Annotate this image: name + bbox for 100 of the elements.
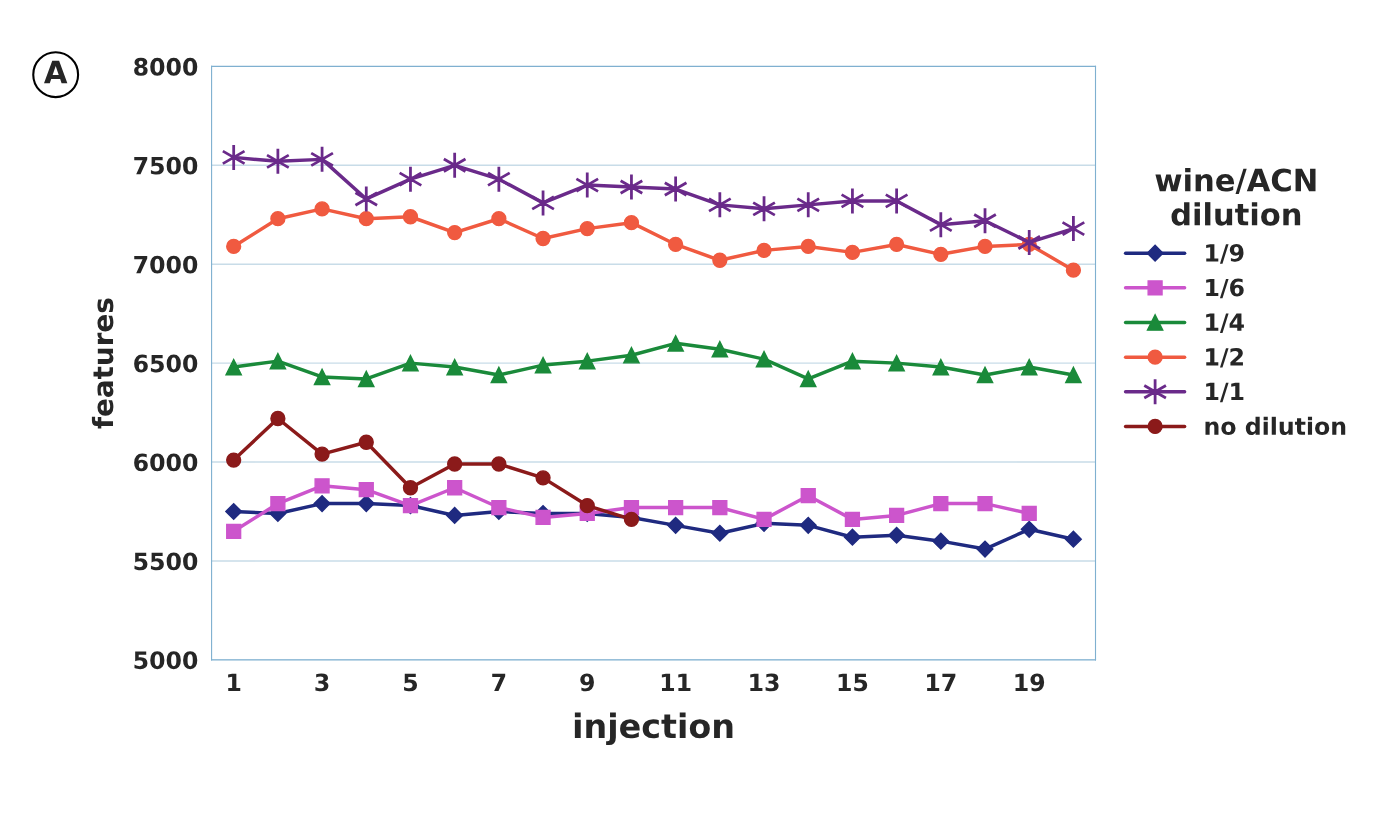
x-tick-label: 11 [661,673,691,691]
point [402,209,419,225]
y-tick-label: 6500 [134,354,198,373]
point [226,523,242,539]
legend-label: 1/4 [1206,313,1244,333]
point [932,532,950,550]
point [711,524,729,542]
point [225,502,243,521]
legend-title: wine/ACN dilution [1155,167,1316,226]
y-tick-label: 6000 [134,453,198,472]
point [1065,262,1082,278]
point [575,171,600,199]
point [225,358,243,376]
point [357,495,375,513]
point [402,480,419,496]
point [799,516,817,534]
point [1065,366,1082,384]
point [977,238,993,255]
point [1021,505,1037,522]
point [800,488,816,504]
point [579,497,595,514]
point [446,358,463,376]
x-tick-label: 17 [927,673,956,691]
point [668,499,684,516]
point [668,236,684,253]
legend-label: no dilution [1205,416,1346,436]
point [358,482,374,498]
point [221,143,246,172]
point [623,346,640,364]
point [486,165,512,194]
text: A [44,60,68,84]
point [800,238,816,255]
x-axis-title: injection [574,712,733,746]
point [756,242,772,259]
point [712,252,728,268]
point [269,352,287,370]
point [884,187,909,215]
point [265,147,291,176]
y-axis-title: features [91,298,114,429]
point [667,335,684,352]
point [844,352,861,370]
point [313,368,331,386]
point [579,220,595,237]
point [707,190,733,219]
y-tick-label: 7000 [134,255,198,274]
point [844,244,861,260]
point [888,354,905,372]
point [535,509,551,526]
point [933,495,949,512]
point [755,350,773,368]
x-tick-label: 1 [228,673,241,691]
legend-label: 1/1 [1206,382,1244,403]
point [888,526,906,544]
point [226,238,242,255]
point [270,495,286,512]
point [1016,228,1042,257]
point [270,211,286,227]
point [226,452,242,468]
point [491,456,507,472]
legend-label: 1/9 [1206,243,1244,264]
point [976,366,994,384]
point [535,230,551,247]
y-tick-label: 8000 [134,57,198,76]
point [534,356,552,374]
point [619,173,644,201]
point [1061,214,1086,243]
point [976,540,994,558]
point [402,354,419,372]
x-tick-label: 7 [492,673,506,691]
point [313,495,331,513]
point [888,507,905,524]
point [447,224,463,241]
y-tick-label: 5500 [134,552,198,571]
point [447,480,463,496]
point [667,516,685,534]
point [623,215,640,231]
point [442,151,467,180]
point [354,185,379,213]
point [928,210,954,239]
point [314,446,330,462]
point [578,352,596,370]
point [490,366,508,384]
point [314,478,330,494]
point [446,506,464,524]
point [358,434,374,450]
point [270,410,286,427]
x-tick-label: 19 [1015,673,1045,692]
point [447,456,463,472]
x-tick-label: 15 [838,673,868,692]
point [933,246,949,262]
point [535,470,551,486]
point [888,236,905,253]
y-tick-label: 5000 [134,651,198,670]
point [844,511,861,528]
y-tick-label: 7500 [134,156,198,175]
point [977,495,993,512]
point [1020,358,1038,376]
legend-label: 1/2 [1206,347,1243,368]
point [756,511,772,528]
point [491,211,507,227]
